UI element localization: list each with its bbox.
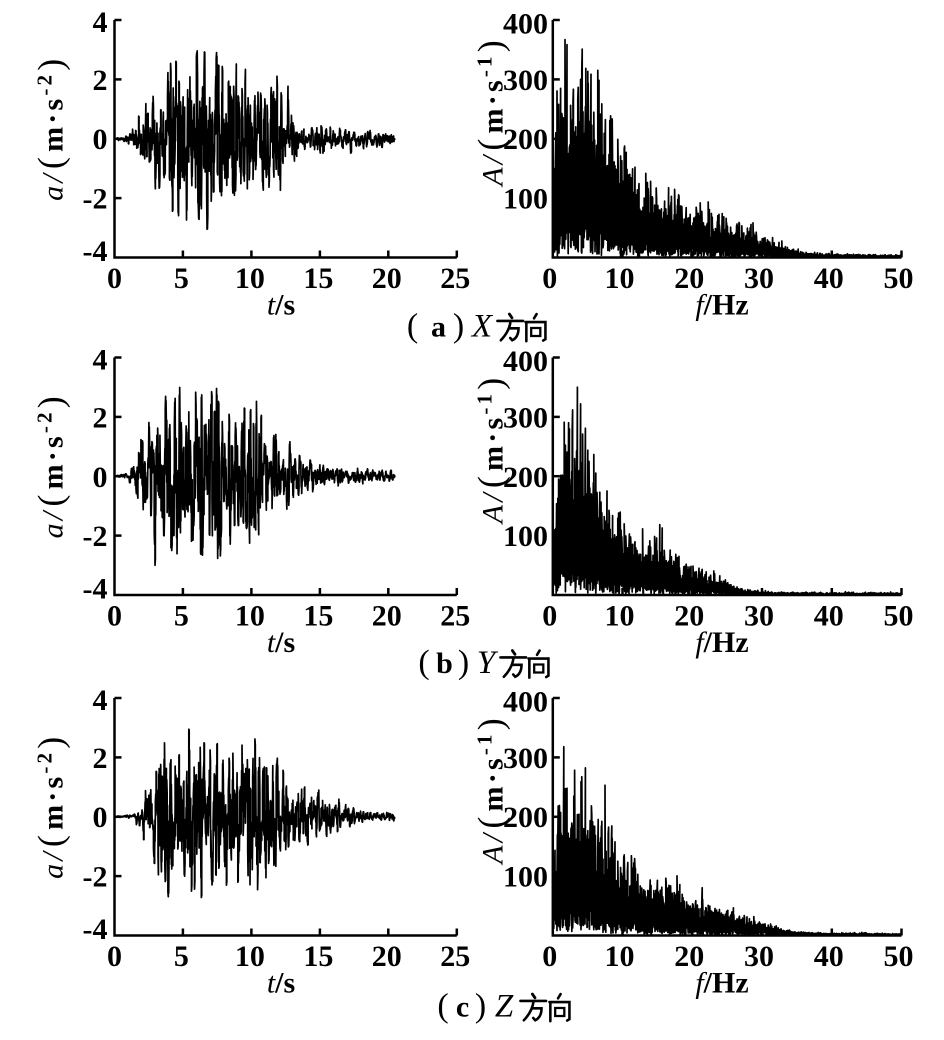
svg-text:b: b: [436, 647, 453, 680]
svg-text:50: 50: [884, 262, 914, 295]
svg-text:a/(m·s-2): a/(m·s-2): [31, 393, 71, 538]
svg-text:f/Hz: f/Hz: [695, 626, 748, 659]
svg-text:-2: -2: [83, 861, 108, 894]
svg-text:-2: -2: [83, 520, 108, 553]
svg-text:0: 0: [107, 262, 122, 295]
svg-text:(: (: [418, 644, 429, 681]
svg-text:Z: Z: [495, 989, 514, 1025]
svg-text:0: 0: [542, 940, 557, 973]
svg-text:0: 0: [93, 123, 108, 156]
svg-text:40: 40: [814, 600, 844, 633]
svg-text:30: 30: [744, 940, 774, 973]
svg-text:-4: -4: [83, 913, 108, 946]
svg-text:0: 0: [107, 600, 122, 633]
svg-text:100: 100: [503, 861, 548, 894]
svg-text:(: (: [407, 308, 418, 345]
svg-text:25: 25: [440, 940, 470, 973]
svg-text:10: 10: [235, 940, 265, 973]
svg-text:300: 300: [503, 742, 548, 775]
svg-text:0: 0: [93, 801, 108, 834]
svg-text:200: 200: [503, 123, 548, 156]
svg-text:4: 4: [93, 684, 108, 717]
svg-text:30: 30: [744, 600, 774, 633]
svg-text:2: 2: [93, 401, 108, 434]
svg-text:): ): [475, 988, 486, 1025]
svg-text:15: 15: [303, 600, 333, 633]
svg-text:0: 0: [542, 600, 557, 633]
svg-text:10: 10: [605, 600, 635, 633]
svg-text:30: 30: [744, 262, 774, 295]
svg-text:20: 20: [372, 940, 402, 973]
svg-text:100: 100: [503, 183, 548, 216]
svg-text:20: 20: [372, 262, 402, 295]
svg-text:400: 400: [503, 8, 548, 41]
svg-text:0: 0: [93, 461, 108, 494]
svg-text:t/s: t/s: [267, 626, 295, 659]
svg-text:a/(m·s-2): a/(m·s-2): [31, 56, 71, 201]
svg-text:300: 300: [503, 401, 548, 434]
svg-text:300: 300: [503, 64, 548, 97]
svg-text:(: (: [437, 988, 448, 1025]
svg-text:Y: Y: [477, 645, 499, 681]
svg-text:400: 400: [503, 686, 548, 719]
svg-text:a/(m·s-2): a/(m·s-2): [31, 734, 71, 879]
svg-text:10: 10: [235, 262, 265, 295]
svg-text:20: 20: [674, 940, 704, 973]
svg-text:0: 0: [107, 940, 122, 973]
svg-text:20: 20: [674, 600, 704, 633]
svg-text:15: 15: [303, 262, 333, 295]
svg-text:f/Hz: f/Hz: [695, 289, 748, 322]
svg-text:10: 10: [605, 262, 635, 295]
svg-text:c: c: [456, 991, 469, 1024]
svg-text:5: 5: [174, 600, 189, 633]
svg-text:-4: -4: [83, 573, 108, 606]
svg-text:-4: -4: [83, 235, 108, 268]
svg-text:4: 4: [93, 344, 108, 377]
svg-text:15: 15: [303, 940, 333, 973]
svg-text:2: 2: [93, 742, 108, 775]
svg-text:200: 200: [503, 801, 548, 834]
svg-text:200: 200: [503, 461, 548, 494]
svg-text:100: 100: [503, 520, 548, 553]
svg-text:20: 20: [674, 262, 704, 295]
svg-text:a: a: [431, 311, 446, 344]
svg-text:50: 50: [884, 940, 914, 973]
svg-text:40: 40: [814, 940, 844, 973]
svg-text:10: 10: [605, 940, 635, 973]
svg-text:t/s: t/s: [267, 967, 295, 1000]
svg-text:5: 5: [174, 262, 189, 295]
svg-text:50: 50: [884, 600, 914, 633]
svg-text:-2: -2: [83, 183, 108, 216]
svg-text:): ): [458, 644, 469, 681]
svg-text:20: 20: [372, 600, 402, 633]
svg-text:t/s: t/s: [267, 289, 295, 322]
svg-text:X: X: [470, 309, 494, 345]
svg-text:): ): [453, 308, 464, 345]
svg-text:10: 10: [235, 600, 265, 633]
svg-text:400: 400: [503, 345, 548, 378]
svg-text:A/(m·s-1): A/(m·s-1): [471, 375, 511, 526]
svg-text:25: 25: [440, 600, 470, 633]
svg-text:4: 4: [93, 6, 108, 39]
svg-text:2: 2: [93, 64, 108, 97]
svg-text:25: 25: [440, 262, 470, 295]
svg-text:A/(m·s-1): A/(m·s-1): [471, 37, 511, 188]
svg-text:40: 40: [814, 262, 844, 295]
svg-text:0: 0: [542, 262, 557, 295]
svg-text:5: 5: [174, 940, 189, 973]
svg-text:A/(m·s-1): A/(m·s-1): [471, 715, 511, 866]
svg-text:f/Hz: f/Hz: [695, 967, 748, 1000]
